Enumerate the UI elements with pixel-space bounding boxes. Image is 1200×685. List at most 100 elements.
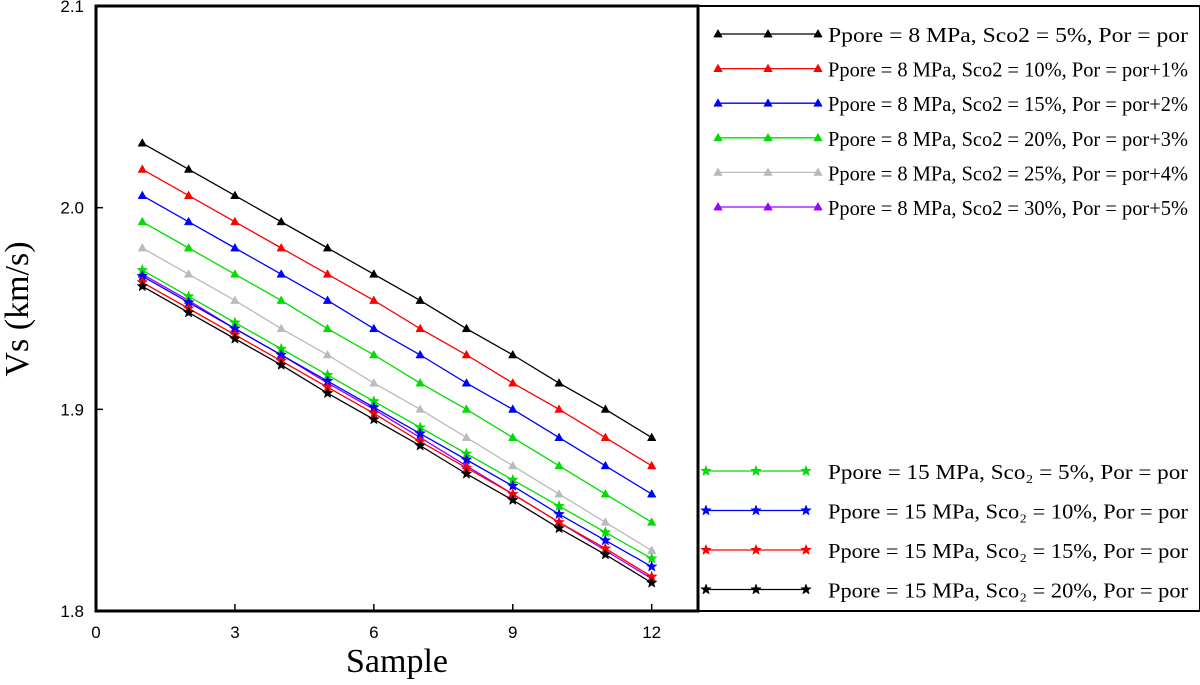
data-point-9-11 — [645, 576, 658, 588]
data-point-2-4 — [322, 295, 333, 304]
data-point-1-6 — [415, 323, 425, 333]
data-point-1-9 — [554, 404, 564, 413]
data-point-3-3 — [276, 295, 286, 304]
data-point-3-0 — [137, 216, 148, 226]
data-point-1-4 — [322, 269, 333, 278]
series-line-6 — [141, 269, 653, 560]
legend-entry-1: Ppore = 8 MPa, Sco2 = 10%, Por = por+1% — [713, 58, 1188, 82]
legend-marker — [763, 28, 773, 38]
data-point-4-3 — [276, 323, 286, 333]
x-tick-label: 3 — [230, 623, 239, 642]
data-point-4-2 — [230, 295, 240, 304]
legend-marker — [700, 583, 712, 595]
data-point-9-0 — [136, 280, 149, 292]
legend-marker — [813, 98, 823, 107]
legend-entry-2: Ppore = 8 MPa, Sco2 = 15%, Por = por+2% — [713, 92, 1188, 116]
x-tick-label: 9 — [508, 623, 517, 642]
data-point-4-8 — [508, 460, 518, 470]
data-point-4-1 — [183, 269, 194, 278]
data-point-9-6 — [414, 439, 427, 451]
data-point-0-1 — [183, 164, 194, 173]
series-9 — [136, 280, 658, 588]
x-axis-title: Sample — [346, 643, 448, 680]
x-tick-label: 0 — [91, 623, 100, 642]
series-line-7 — [141, 275, 653, 568]
data-point-4-5 — [369, 378, 379, 387]
data-point-2-3 — [276, 269, 286, 278]
legend-entry-0: Ppore = 8 MPa, Sco2 = 5%, Por = por — [713, 23, 1188, 47]
legend-marker — [713, 132, 723, 142]
data-point-9-9 — [553, 522, 565, 534]
data-point-0-7 — [461, 323, 472, 333]
legend-label: Ppore = 8 MPa, Sco2 = 15%, Por = por+2% — [828, 92, 1188, 116]
legend-label: Ppore = 8 MPa, Sco2 = 20%, Por = por+3% — [828, 127, 1188, 151]
series-line-8 — [141, 281, 653, 578]
legend-marker — [813, 63, 823, 72]
data-point-9-3 — [275, 358, 288, 370]
legend-label: Ppore = 8 MPa, Sco2 = 5%, Por = por — [828, 23, 1188, 47]
legend-marker — [813, 201, 823, 211]
series-8 — [136, 276, 658, 582]
legend-marker — [763, 201, 773, 211]
series-0 — [137, 138, 657, 441]
y-tick-label: 1.8 — [60, 602, 84, 621]
legend-entry-5: Ppore = 8 MPa, Sco2 = 30%, Por = por+5% — [713, 196, 1188, 220]
data-point-1-8 — [508, 378, 518, 387]
data-point-9-2 — [229, 332, 241, 344]
data-point-3-1 — [183, 242, 194, 252]
legend-frame — [697, 5, 1200, 612]
legend-marker — [700, 464, 712, 477]
data-point-2-1 — [183, 216, 194, 226]
legend-marker — [813, 167, 823, 176]
data-point-9-7 — [460, 467, 473, 479]
legend-label: Ppore = 15 MPa, Sco₂ = 5%, Por = por — [828, 460, 1188, 484]
data-point-9-8 — [506, 493, 519, 506]
data-point-9-4 — [321, 386, 334, 399]
data-point-1-0 — [137, 164, 148, 173]
data-point-3-2 — [230, 269, 240, 278]
data-point-3-7 — [461, 404, 472, 413]
data-point-2-9 — [554, 432, 564, 441]
legend: Ppore = 8 MPa, Sco2 = 5%, Por = por Ppore… — [700, 23, 1188, 603]
data-point-1-2 — [230, 216, 240, 226]
data-point-0-5 — [369, 269, 379, 278]
data-point-0-9 — [554, 378, 564, 387]
data-point-7-11 — [645, 560, 658, 572]
data-point-9-1 — [182, 306, 195, 318]
legend-marker — [750, 543, 762, 556]
series-line-9 — [141, 285, 653, 584]
legend-entry-8: Ppore = 15 MPa, Sco₂ = 15%, Por = por — [700, 539, 1188, 563]
x-tick-label: 12 — [642, 623, 661, 642]
legend-marker — [763, 63, 773, 72]
legend-label: Ppore = 8 MPa, Sco2 = 25%, Por = por+4% — [828, 161, 1188, 185]
ticks-layer: 0 3 6 9 12 1.8 1.9 2.0 2.1 — [60, 0, 661, 642]
data-point-0-11 — [646, 432, 657, 441]
data-point-4-9 — [554, 489, 564, 498]
data-point-2-0 — [137, 190, 148, 199]
data-point-1-11 — [646, 460, 657, 470]
legend-marker — [763, 98, 773, 107]
series-2 — [137, 190, 657, 498]
data-point-0-3 — [276, 216, 286, 226]
data-point-0-8 — [508, 349, 518, 359]
y-tick-label: 2.0 — [60, 199, 84, 218]
data-point-9-10 — [599, 548, 612, 560]
y-tick-label: 1.9 — [60, 400, 84, 419]
series-line-0 — [141, 142, 653, 439]
data-point-3-10 — [600, 489, 611, 498]
legend-label: Ppore = 8 MPa, Sco2 = 30%, Por = por+5% — [828, 196, 1188, 220]
series-line-1 — [141, 168, 653, 467]
data-point-4-10 — [600, 517, 611, 526]
data-point-3-11 — [646, 517, 657, 526]
data-point-9-5 — [367, 413, 380, 425]
data-point-1-3 — [276, 242, 286, 252]
data-point-0-10 — [600, 404, 611, 413]
y-tick-label: 2.1 — [60, 0, 84, 16]
legend-entry-3: Ppore = 8 MPa, Sco2 = 20%, Por = por+3% — [713, 127, 1188, 151]
data-point-0-6 — [415, 295, 425, 304]
series-line-4 — [141, 247, 653, 552]
legend-marker — [800, 504, 812, 516]
data-point-4-4 — [322, 349, 333, 359]
legend-marker — [700, 543, 712, 556]
